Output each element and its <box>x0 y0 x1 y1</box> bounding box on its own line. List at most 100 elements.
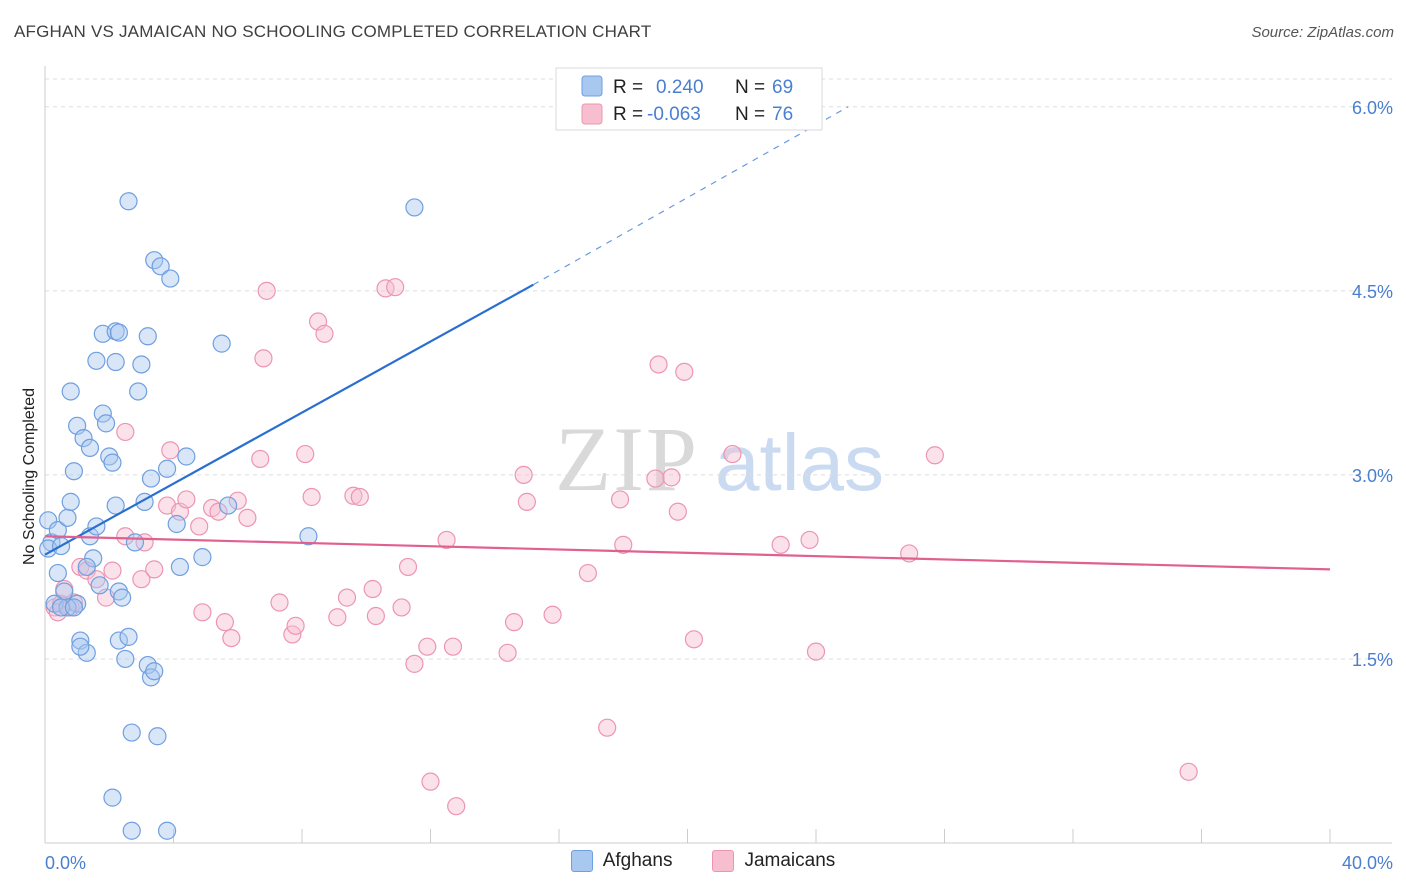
afghan-point <box>129 382 148 401</box>
jamaican-point <box>421 772 440 791</box>
x-tick-label: 40.0% <box>1342 853 1393 873</box>
jamaican-point <box>286 616 305 635</box>
afghan-point <box>109 631 128 650</box>
afghan-point <box>116 649 135 669</box>
jamaican-point <box>649 355 668 374</box>
legend-item-jamaicans: Jamaicans <box>712 850 835 872</box>
source-label: Source: ZipAtlas.com <box>1251 24 1394 41</box>
jamaican-point <box>684 630 704 649</box>
jamaican-point <box>800 530 819 550</box>
legend-n-value-afghans: 69 <box>772 77 793 98</box>
jamaican-point <box>723 444 742 464</box>
afghan-point <box>148 727 167 746</box>
jamaican-point <box>315 324 334 343</box>
jamaican-point <box>668 502 687 521</box>
legend-label-jamaicans: Jamaicans <box>744 850 836 871</box>
jamaican-point <box>418 637 437 656</box>
legend-swatch-jamaicans <box>581 103 603 125</box>
jamaican-point <box>132 570 151 589</box>
jamaican-point <box>447 797 466 816</box>
jamaican-point <box>190 517 209 536</box>
afghan-point <box>74 428 93 448</box>
afghan-point <box>177 447 196 466</box>
afghan-point <box>87 351 106 370</box>
jamaican-point <box>270 593 289 612</box>
afghan-trend-extension <box>533 106 849 286</box>
jamaican-point <box>925 446 944 465</box>
afghan-point <box>151 257 170 276</box>
jamaican-point <box>598 718 617 737</box>
afghans-swatch <box>570 850 593 872</box>
jamaican-point <box>437 530 456 550</box>
jamaican-point <box>302 487 321 507</box>
gridlines <box>45 78 1392 660</box>
jamaican-point <box>238 508 257 527</box>
afghan-point <box>96 414 116 433</box>
y-tick-label: 6.0% <box>1352 98 1393 118</box>
jamaican-point <box>222 628 241 648</box>
jamaican-point <box>145 560 164 579</box>
afghan-point <box>106 496 125 515</box>
trend-lines <box>44 106 1331 571</box>
y-tick-label: 1.5% <box>1352 650 1393 670</box>
jamaican-point <box>398 557 418 577</box>
jamaican-points <box>45 278 1198 816</box>
afghan-point <box>61 382 80 401</box>
series-legend: Afghans Jamaicans <box>0 850 1406 872</box>
jamaican-point <box>209 502 228 521</box>
jamaican-point <box>514 465 533 485</box>
jamaican-point <box>771 535 790 554</box>
afghan-point <box>157 821 177 840</box>
jamaican-point <box>251 449 270 469</box>
afghan-point <box>122 723 141 742</box>
jamaican-point <box>376 279 395 298</box>
afghan-point <box>51 598 71 617</box>
legend-label-afghans: Afghans <box>602 850 673 871</box>
legend-item-afghans: Afghans <box>570 850 673 872</box>
legend-n-label-afghans: N = <box>735 77 765 98</box>
afghan-point <box>132 355 151 374</box>
jamaican-point <box>116 527 135 546</box>
jamaican-point <box>161 441 180 460</box>
jamaican-point <box>443 637 463 656</box>
afghan-point <box>93 404 112 423</box>
legend-n-label-jamaicans: N = <box>735 104 765 125</box>
jamaican-point <box>116 422 135 442</box>
afghan-point <box>125 533 145 552</box>
y-tick-label: 3.0% <box>1352 466 1393 486</box>
afghan-point <box>170 557 190 577</box>
legend-r-label-jamaicans: R = <box>613 104 643 125</box>
afghan-point <box>119 627 138 646</box>
jamaicans-swatch <box>712 850 735 872</box>
afghan-point <box>157 459 177 478</box>
afghan-point <box>141 469 161 488</box>
jamaican-point <box>517 492 536 511</box>
afghan-point <box>77 557 96 577</box>
afghan-point <box>103 788 122 807</box>
jamaican-point <box>103 561 122 580</box>
jamaican-point <box>254 349 273 368</box>
x-tick-label: 0.0% <box>45 853 86 873</box>
jamaican-point <box>257 281 276 300</box>
legend-r-label-afghans: R = <box>613 77 643 98</box>
jamaican-point <box>504 613 524 632</box>
jamaican-point <box>610 490 630 509</box>
afghan-point <box>161 269 180 288</box>
jamaican-point <box>350 487 369 507</box>
y-tick-label: 4.5% <box>1352 282 1393 302</box>
afghan-point <box>103 453 122 472</box>
jamaican-point <box>344 486 363 505</box>
jamaican-point <box>386 278 405 297</box>
afghan-point <box>167 514 186 534</box>
afghan-point <box>61 492 80 511</box>
afghan-point <box>109 323 128 342</box>
legend-r-value-jamaicans: -0.063 <box>647 104 701 125</box>
jamaican-point <box>646 469 665 488</box>
tick-labels: 1.5% 3.0% 4.5% 6.0% 0.0% 40.0% <box>45 98 1393 873</box>
jamaican-point <box>614 535 633 554</box>
afghan-point <box>112 588 132 607</box>
afghan-point <box>71 637 90 656</box>
axes <box>44 66 1392 844</box>
jamaican-point <box>296 444 315 464</box>
